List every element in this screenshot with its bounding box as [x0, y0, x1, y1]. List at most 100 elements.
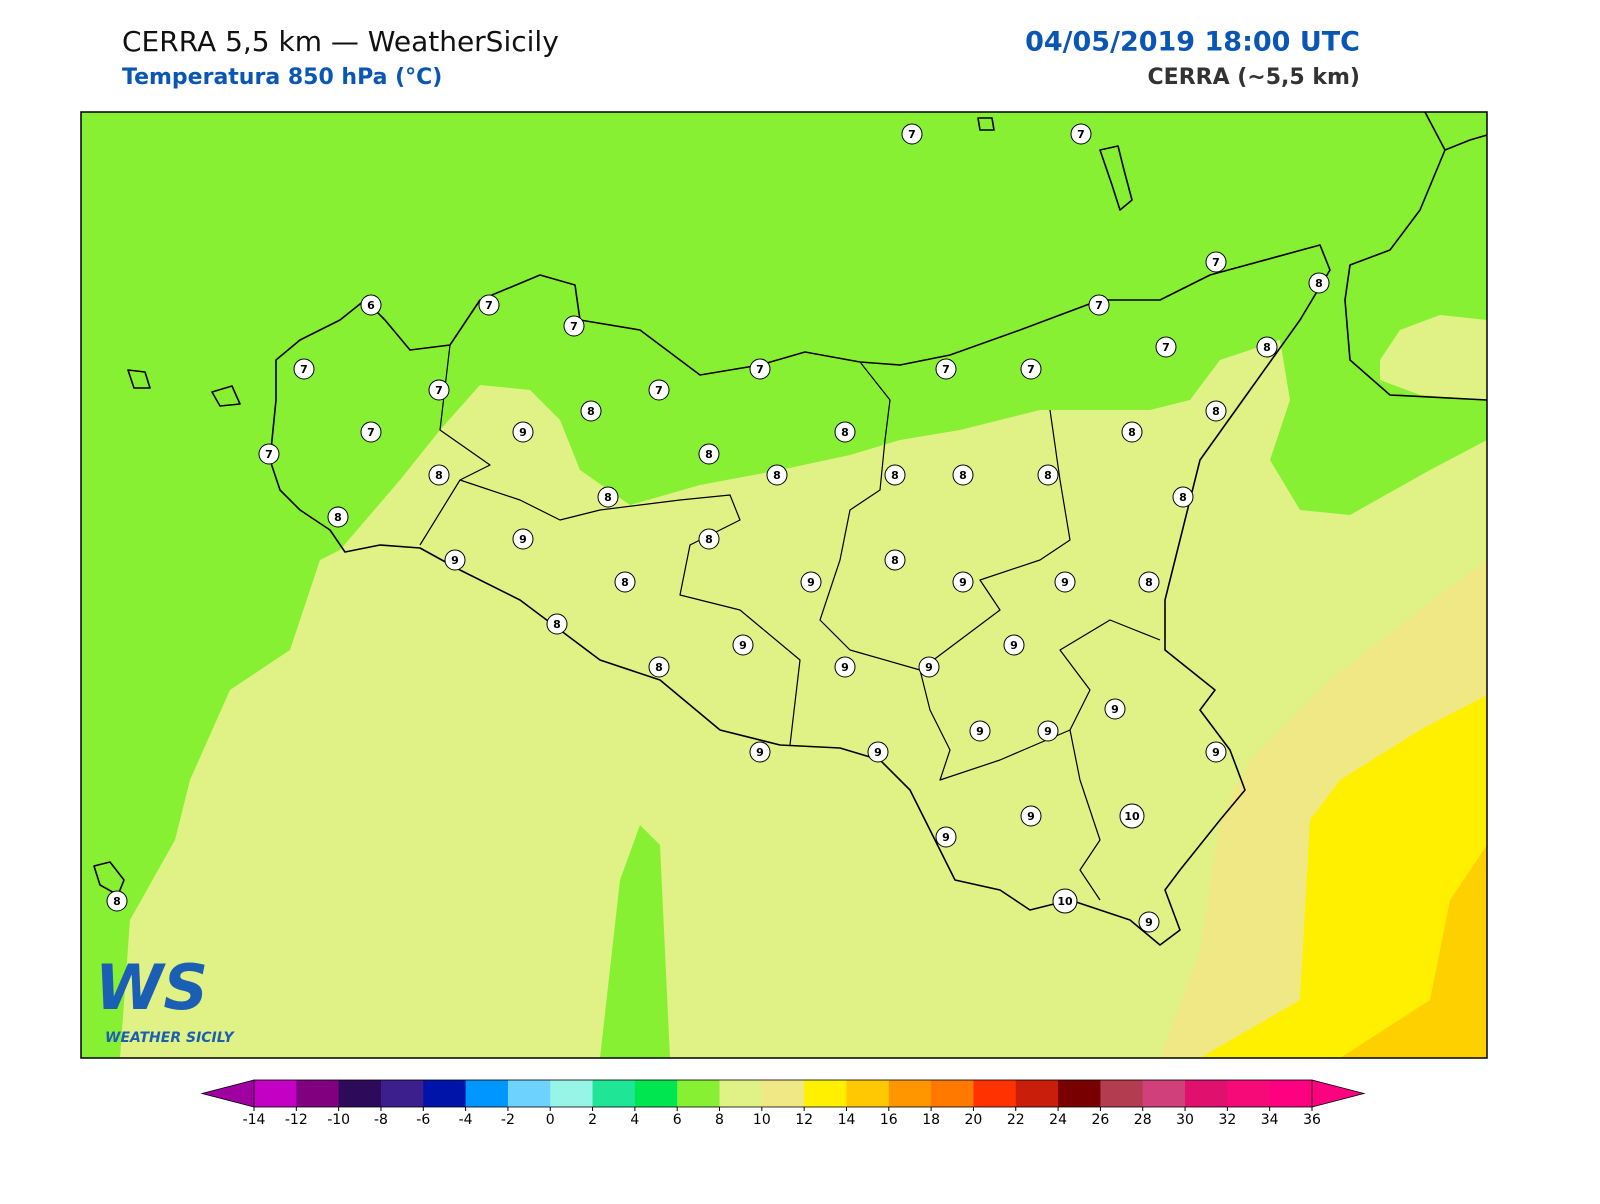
value-label: 6 — [367, 299, 375, 312]
value-label: 7 — [485, 299, 493, 312]
label-marker — [512, 421, 534, 443]
label-marker — [884, 549, 906, 571]
label-marker — [1256, 336, 1278, 358]
value-label: 7 — [756, 363, 764, 376]
colorbar-tick-label: -10 — [327, 1112, 350, 1128]
label-marker — [834, 656, 856, 678]
value-label: 8 — [334, 511, 342, 524]
label-marker — [1119, 803, 1145, 829]
value-labels: 7 7 7 8 6 7 7 7 7 7 7 7 7 7 7 8 7 7 9 8 8 8 8 8 8 8 8 8 8 8 8 8 9 8 9 8 9 8 9 9… — [106, 123, 1330, 933]
calabria-coast — [1444, 134, 1487, 151]
value-label: 8 — [1145, 576, 1153, 589]
colorbar-tick-label: 20 — [965, 1112, 983, 1128]
value-label: 9 — [942, 831, 950, 844]
colorbar-under — [200, 1079, 255, 1108]
colorbar-tick-label: 36 — [1303, 1112, 1321, 1128]
label-marker — [258, 443, 280, 465]
colorbar-tick-label: 10 — [753, 1112, 771, 1128]
label-marker — [867, 741, 889, 763]
value-label: 8 — [587, 405, 595, 418]
value-label: 8 — [891, 554, 899, 567]
colorbar-segment — [1269, 1080, 1313, 1107]
label-marker — [327, 506, 349, 528]
label-marker — [749, 358, 771, 380]
value-label: 8 — [1263, 341, 1271, 354]
value-label: 7 — [300, 363, 308, 376]
value-label: 9 — [874, 746, 882, 759]
colorbar-segment — [1058, 1080, 1101, 1107]
colorbar-tick-label: 4 — [630, 1112, 639, 1128]
value-label: 9 — [807, 576, 815, 589]
sicily-coast — [269, 244, 1331, 946]
calabria-coast — [1344, 112, 1487, 401]
logo-caption: WEATHER SICILY — [105, 1030, 236, 1046]
value-label: 9 — [739, 639, 747, 652]
colorbar-tick-label: 22 — [1007, 1112, 1025, 1128]
colorbar-tick-label: 30 — [1176, 1112, 1194, 1128]
value-label: 7 — [655, 384, 663, 397]
colorbar-tick-label: 2 — [588, 1112, 597, 1128]
colorbar-segment — [888, 1080, 932, 1107]
island — [1099, 145, 1133, 211]
value-label: 9 — [1145, 916, 1153, 929]
subtitle: Temperatura 850 hPa (°C) — [122, 65, 442, 90]
colorbar-segment — [804, 1080, 847, 1107]
colorbar-tick-label: -8 — [374, 1112, 388, 1128]
value-label: 8 — [621, 576, 629, 589]
datetime: 04/05/2019 18:00 UTC — [1025, 27, 1360, 58]
label-marker — [901, 123, 923, 145]
label-marker — [614, 571, 636, 593]
value-label: 7 — [942, 363, 950, 376]
colorbar-tick-label: 0 — [546, 1112, 555, 1128]
colorbar-segment — [973, 1080, 1017, 1107]
label-marker — [834, 421, 856, 443]
province-border — [819, 361, 1071, 671]
model: CERRA (~5,5 km) — [1148, 65, 1360, 90]
colorbar-tick-label: 26 — [1091, 1112, 1109, 1128]
value-label: 9 — [1010, 639, 1018, 652]
province-border — [919, 619, 1161, 781]
value-label: 9 — [841, 661, 849, 674]
label-marker — [1088, 294, 1110, 316]
value-label: 10 — [1057, 895, 1073, 908]
label-marker — [732, 634, 754, 656]
label-marker — [1003, 634, 1025, 656]
field-12-14 — [1200, 695, 1487, 1058]
value-label: 9 — [1061, 576, 1069, 589]
label-marker — [1308, 272, 1330, 294]
province-border — [1069, 729, 1101, 901]
value-label: 7 — [1077, 128, 1085, 141]
label-marker — [952, 464, 974, 486]
label-marker — [478, 294, 500, 316]
label-marker — [563, 315, 585, 337]
label-marker — [648, 656, 670, 678]
island — [127, 369, 151, 389]
map-area: 7 7 7 8 6 7 7 7 7 7 7 7 7 7 7 8 7 7 9 8 8 8 8 8 8 8 8 8 8 8 8 8 9 8 9 8 9 8 9 9… — [81, 112, 1487, 1058]
label-marker — [597, 486, 619, 508]
colorbar-segment — [296, 1080, 340, 1107]
label-marker — [800, 571, 822, 593]
value-label: 9 — [756, 746, 764, 759]
value-label: 8 — [655, 661, 663, 674]
colorbar-frame — [253, 1079, 1313, 1108]
value-label: 7 — [1162, 341, 1170, 354]
label-marker — [106, 890, 128, 912]
colorbar-tick-label: -12 — [285, 1112, 308, 1128]
colorbar-segment — [592, 1080, 636, 1107]
colorbar-tick-label: -4 — [459, 1112, 473, 1128]
label-marker — [698, 443, 720, 465]
colorbar-segment — [931, 1080, 974, 1107]
label-marker — [1205, 741, 1227, 763]
label-marker — [935, 826, 957, 848]
value-label: 7 — [265, 448, 273, 461]
colorbar-tick-label: 14 — [838, 1112, 856, 1128]
label-marker — [969, 720, 991, 742]
label-marker — [428, 379, 450, 401]
label-marker — [1020, 358, 1042, 380]
colorbar-segment — [507, 1080, 551, 1107]
value-label: 8 — [959, 469, 967, 482]
label-marker — [648, 379, 670, 401]
value-label: 9 — [976, 725, 984, 738]
label-marker — [1205, 251, 1227, 273]
